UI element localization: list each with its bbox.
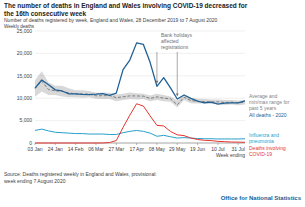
- annotation-arrowhead: [155, 81, 158, 84]
- y-tick-label: 15,000: [17, 73, 33, 79]
- x-tick-label-line: 27 Mar: [109, 146, 125, 152]
- x-tick-label: 19 Jun: [190, 146, 205, 152]
- x-tick-label-line: 14 Feb: [68, 146, 84, 152]
- credit: Office for National Statistics: [221, 195, 302, 201]
- series-label-line: past 5 years: [249, 105, 277, 111]
- series-label: Average and min/max range for past 5 yea…: [249, 93, 291, 111]
- grid-line: [35, 31, 245, 32]
- x-tick-label: 17 Apr: [129, 146, 144, 152]
- y-tick-label-line: 25,000: [17, 28, 33, 34]
- y-tick-label-line: 20,000: [17, 50, 33, 56]
- y-tick-label: 10,000: [17, 95, 33, 101]
- x-tick-label: 31 Jul: [232, 146, 245, 152]
- source-line: Source: Deaths registered weekly in Engl…: [4, 171, 158, 177]
- legend: Average and min/max range for past 5 yea…: [249, 93, 291, 158]
- y-tick-label: 5,000: [19, 117, 32, 123]
- series-label: Influenza and pneumonia: [249, 132, 280, 144]
- series-label-line: All deaths - 2020: [249, 112, 287, 118]
- y-tick-label-line: 5,000: [19, 117, 32, 123]
- x-tick-label: 10 Jul: [211, 146, 224, 152]
- y-tick-label-line: 10,000: [17, 95, 33, 101]
- x-tick-label: 14 Feb: [68, 146, 84, 152]
- annotation-line: registrations: [161, 44, 189, 50]
- annotation-arrowhead: [176, 93, 179, 96]
- grid-line: [35, 53, 245, 54]
- x-tick-label: 08 May: [149, 146, 166, 152]
- series-line: [35, 129, 245, 139]
- x-tick-label: 29 May: [169, 146, 186, 152]
- series-label: Deaths involving COVID-19: [249, 145, 287, 157]
- grid-line: [35, 75, 245, 76]
- y-tick-label: 25,000: [17, 28, 33, 34]
- series-label-line: pneumonia: [249, 138, 274, 144]
- annotation-arrow: [156, 52, 157, 83]
- subtitle-line: Number of deaths registered by week, Eng…: [4, 17, 217, 23]
- source: Source: Deaths registered weekly in Engl…: [4, 171, 158, 184]
- annotation-arrow: [177, 52, 178, 96]
- series-line: [35, 104, 245, 143]
- series-label: All deaths - 2020: [249, 112, 287, 118]
- x-tick-label-line: 19 Jun: [190, 146, 205, 152]
- x-axis-label: Week ending: [216, 152, 245, 158]
- credit-line: Office for National Statistics: [221, 195, 302, 201]
- title-line: the 16th consecutive week: [4, 10, 86, 17]
- x-tick-label-line: 03 Jan: [27, 146, 42, 152]
- y-tick-label-line: 15,000: [17, 73, 33, 79]
- y-axis: 05,00010,00015,00020,00025,000: [17, 28, 245, 146]
- x-tick-label: 03 Jan: [27, 146, 42, 152]
- x-tick-label-line: 10 Jul: [211, 146, 224, 152]
- y-tick-label: 20,000: [17, 50, 33, 56]
- x-tick-label-line: 08 May: [149, 146, 166, 152]
- x-tick-label: 27 Mar: [109, 146, 125, 152]
- chart: The number of deaths in England and Wale…: [0, 0, 305, 207]
- x-tick-label-line: 24 Jan: [48, 146, 63, 152]
- plot-area: [35, 43, 245, 143]
- x-tick-label: 06 Mar: [88, 146, 104, 152]
- x-tick-label-line: 31 Jul: [232, 146, 245, 152]
- annotations: Bank holidays affected registrations: [155, 32, 193, 96]
- x-tick-label-line: 17 Apr: [129, 146, 144, 152]
- series-label-line: COVID-19: [249, 151, 272, 157]
- x-axis-label-line: Week ending: [216, 152, 245, 158]
- x-axis: 03 Jan 24 Jan 14 Feb 06 Mar 27 Mar 17 Apr 08 M…: [27, 143, 245, 158]
- annotation: Bank holidays affected registrations: [161, 32, 194, 50]
- series-line: [35, 43, 245, 104]
- x-tick-label-line: 29 May: [169, 146, 186, 152]
- page: {"chart_data": { "type": "line", "title"…: [0, 0, 305, 207]
- subtitle: Number of deaths registered by week, Eng…: [4, 17, 217, 23]
- background: [0, 0, 305, 207]
- grid-line: [35, 120, 245, 121]
- source-line: week ending 7 August 2020: [4, 178, 66, 184]
- title: The number of deaths in England and Wale…: [4, 2, 249, 17]
- x-tick-label: 24 Jan: [48, 146, 63, 152]
- x-tick-label-line: 06 Mar: [88, 146, 104, 152]
